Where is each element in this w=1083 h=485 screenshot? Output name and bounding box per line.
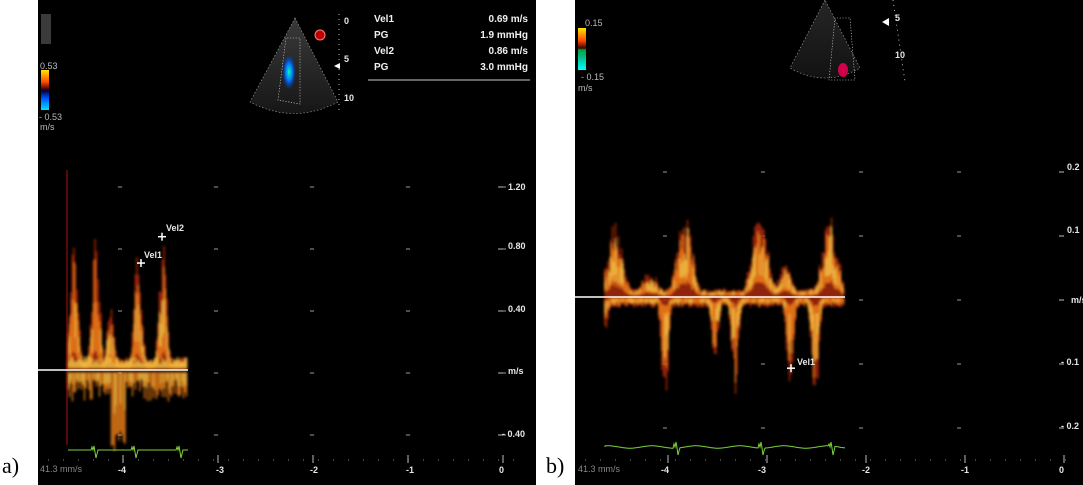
depth-mark-10: 10 [895,50,906,60]
color-scale-top: 0.53 [40,61,58,71]
spectrum-a [67,239,188,452]
x-tick-label: -2 [310,465,319,475]
record-icon [314,29,326,41]
measurement-label: Vel1 [374,14,395,25]
y-tick-label: 0.1 [1067,225,1080,235]
color-scale-unit: m/s [40,122,55,132]
focus-marker-icon [334,63,340,69]
doppler-panel-b: 0.15 - 0.15 m/s 5 10 0.2 0.1 m/s - 0.1 -… [575,0,1083,485]
measurement-value: 0.86 m/s [488,46,528,57]
color-scale-unit: m/s [578,83,593,93]
spectrum-b [604,217,845,394]
color-scale-bar [578,28,586,70]
grid-b [663,171,1065,463]
spectrum-texture-b [604,217,845,394]
measurement-row-pg1: PG 1.9 mmHg [374,30,528,41]
y-tick-label: 0.2 [1067,162,1080,172]
color-scale-bottom: - 0.15 [581,72,605,82]
markers-a [137,232,166,268]
x-tick-label: -3 [758,465,767,475]
depth-mark-0: 0 [344,16,350,26]
measurement-row-vel1: Vel1 0.69 m/s [374,14,528,25]
gain-bar [41,14,51,44]
color-scale-top: 0.15 [585,18,603,28]
doppler-panel-a: 0.53 - 0.53 m/s 0 5 10 Vel1 0.69 m/s PG … [38,0,536,485]
x-tick-label: -1 [406,465,415,475]
x-tick-label: -3 [216,465,225,475]
depth-mark-5: 5 [344,54,350,64]
y-tick-label: - 0.40 [502,429,526,439]
measurement-label: PG [374,62,389,73]
sweep-speed: 41.3 mm/s [40,464,83,474]
sweep-speed: 41.3 mm/s [578,464,621,474]
sector-image [789,0,861,79]
measurement-value: 0.69 m/s [488,14,528,25]
x-tick-label: -4 [118,465,127,475]
doppler-spectrum-b [575,0,1075,463]
marker-label-vel1: Vel1 [797,357,816,367]
measurement-cross-vel2[interactable] [158,232,166,241]
marker-label-vel2: Vel2 [166,223,185,233]
grid-a [118,186,506,463]
y-tick-label: - 0.2 [1061,421,1080,431]
measurement-cross-vel1[interactable] [787,364,795,373]
measurement-value: 1.9 mmHg [480,30,528,41]
markers-b [787,364,795,373]
depth-mark-10: 10 [344,93,355,103]
color-box [277,37,301,105]
x-tick-label: -4 [661,465,670,475]
figure-label-a: a) [2,453,20,478]
y-tick-label: 0.40 [508,304,526,314]
x-tick-label: 0 [1059,465,1065,475]
measurement-cross-vel1[interactable] [137,259,145,268]
focus-marker-icon [882,18,889,26]
ecg-trace-b [604,441,846,456]
x-tick-label: 0 [499,465,505,475]
color-jet [282,54,296,90]
measurement-row-vel2: Vel2 0.86 m/s [374,46,528,57]
color-jet [838,63,848,77]
depth-mark-5: 5 [895,13,901,23]
y-tick-label: 0.80 [508,241,526,251]
figure-label-b: b) [546,453,565,478]
spectrum-texture-a [67,239,188,452]
measurement-label: Vel2 [374,46,395,57]
y-unit-label: m/s [1071,295,1083,305]
x-tick-label: -2 [862,465,871,475]
y-unit-label: m/s [508,366,524,376]
measurement-value: 3.0 mmHg [480,62,528,73]
y-tick-label: 1.20 [508,182,526,192]
y-tick-label: - 0.1 [1061,357,1080,367]
ecg-trace-a [68,445,188,459]
marker-label-vel1: Vel1 [144,250,163,260]
measurement-row-pg2: PG 3.0 mmHg [374,62,528,73]
color-scale-bottom: - 0.53 [39,112,63,122]
measurement-label: PG [374,30,389,41]
color-scale-bar [41,70,49,110]
doppler-spectrum-a [38,14,530,463]
x-tick-label: -1 [961,465,970,475]
